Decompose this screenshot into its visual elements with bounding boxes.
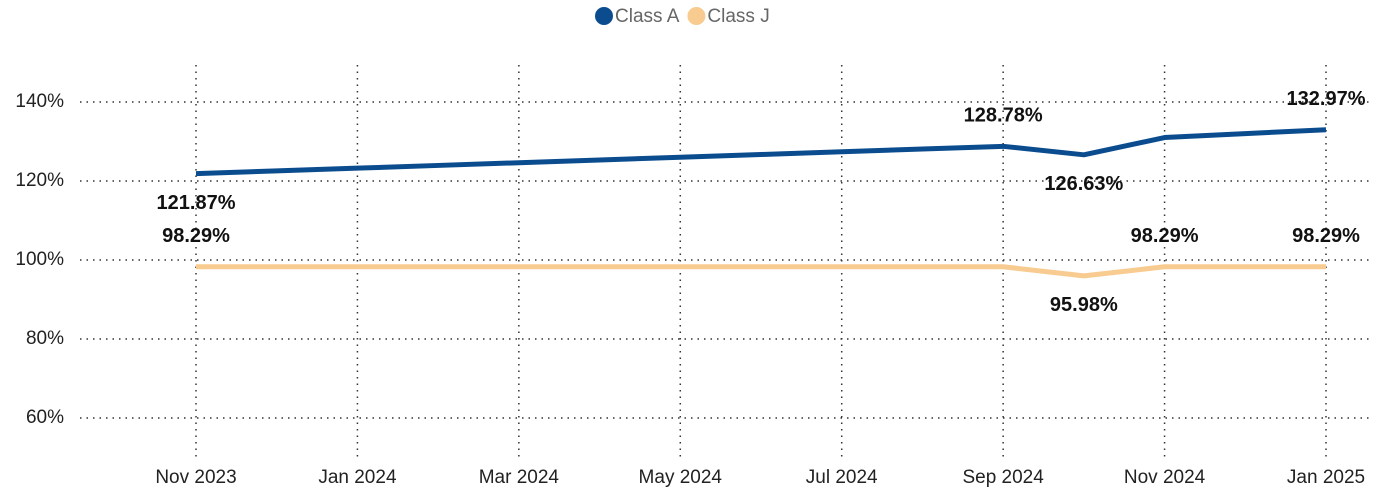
data-label: 126.63% [1044,173,1123,195]
data-label: 98.29% [1292,225,1360,247]
series-line [196,264,1326,279]
y-tick-label: 140% [15,91,64,112]
x-tick-label: Jan 2025 [1287,467,1365,488]
data-label: 132.97% [1287,88,1366,110]
x-tick-label: Sep 2024 [962,467,1044,488]
x-tick-label: Nov 2024 [1124,467,1206,488]
x-tick-label: Jul 2024 [806,467,878,488]
legend-label: Class A [615,6,680,27]
data-label: 98.29% [1131,225,1199,247]
legend-label: Class J [707,6,769,27]
x-tick-label: Mar 2024 [479,467,560,488]
data-label: 128.78% [964,105,1043,127]
y-tick-label: 60% [26,407,64,428]
legend-marker [687,7,706,25]
series-line [195,127,1327,177]
y-tick-label: 120% [15,170,64,191]
x-tick-label: Jan 2024 [318,467,397,488]
data-label: 95.98% [1050,294,1118,316]
data-label: 98.29% [162,225,230,247]
x-tick-label: May 2024 [639,467,723,488]
y-tick-label: 80% [26,328,64,349]
data-label: 121.87% [157,192,236,214]
x-tick-label: Nov 2023 [155,467,236,488]
y-tick-label: 100% [15,249,64,270]
legend-marker [595,7,613,25]
